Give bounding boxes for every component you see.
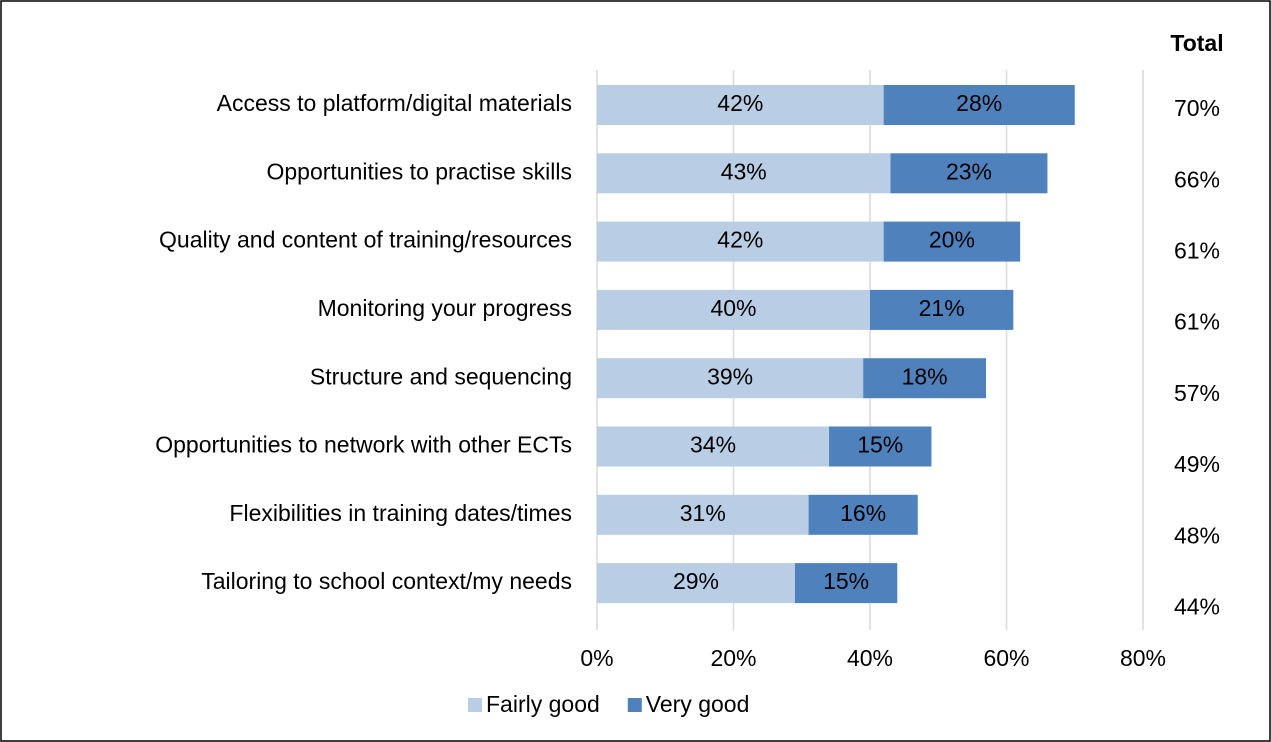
data-label: 39% [707,363,753,389]
legend-label: Fairly good [486,691,600,717]
y-tick-label: Monitoring your progress [318,295,572,321]
y-tick-label: Access to platform/digital materials [217,90,572,116]
bar [597,358,864,399]
bar [863,358,987,399]
total-header: Total [1170,30,1223,56]
bar [883,85,1075,125]
data-label: 20% [929,227,975,253]
data-label: 21% [919,295,965,321]
data-label: 23% [946,158,992,184]
total-label: 61% [1174,237,1220,263]
data-label: 15% [823,568,869,594]
bar [808,494,918,535]
bar [597,153,891,194]
total-label: 66% [1174,166,1220,192]
y-tick-label: Tailoring to school context/my needs [201,568,572,594]
data-label: 42% [717,227,763,253]
total-label: 44% [1174,593,1220,619]
x-tick-label: 20% [710,645,756,671]
total-label: 48% [1174,522,1220,548]
y-tick-label: Flexibilities in training dates/times [229,500,572,526]
total-label: 70% [1174,95,1220,121]
data-label: 28% [956,90,1002,116]
total-label: 49% [1174,451,1220,477]
bar [597,85,884,125]
bar [597,221,884,262]
data-label: 34% [690,432,736,458]
data-label: 31% [680,500,726,526]
bar [597,426,830,467]
bar [597,289,870,330]
y-tick-label: Quality and content of training/resource… [159,227,572,253]
x-tick-label: 40% [847,645,893,671]
x-tick-label: 60% [983,645,1029,671]
data-label: 15% [857,432,903,458]
bar [829,426,932,467]
legend-swatch [468,698,482,712]
data-label: 40% [710,295,756,321]
total-label: 57% [1174,380,1220,406]
data-label: 16% [840,500,886,526]
bar [597,494,809,535]
bar [870,289,1014,330]
bar [597,563,795,604]
bar [883,221,1021,262]
y-tick-label: Opportunities to practise skills [266,158,572,184]
y-tick-label: Structure and sequencing [310,363,572,389]
data-label: 43% [721,158,767,184]
total-label: 61% [1174,309,1220,335]
legend-label: Very good [646,691,750,717]
data-label: 18% [902,363,948,389]
data-label: 29% [673,568,719,594]
y-tick-label: Opportunities to network with other ECTs [155,432,572,458]
x-tick-label: 0% [580,645,613,671]
data-label: 42% [717,90,763,116]
legend-swatch [627,698,642,712]
bar [890,153,1048,194]
bar [794,563,898,604]
x-tick-label: 80% [1120,645,1166,671]
